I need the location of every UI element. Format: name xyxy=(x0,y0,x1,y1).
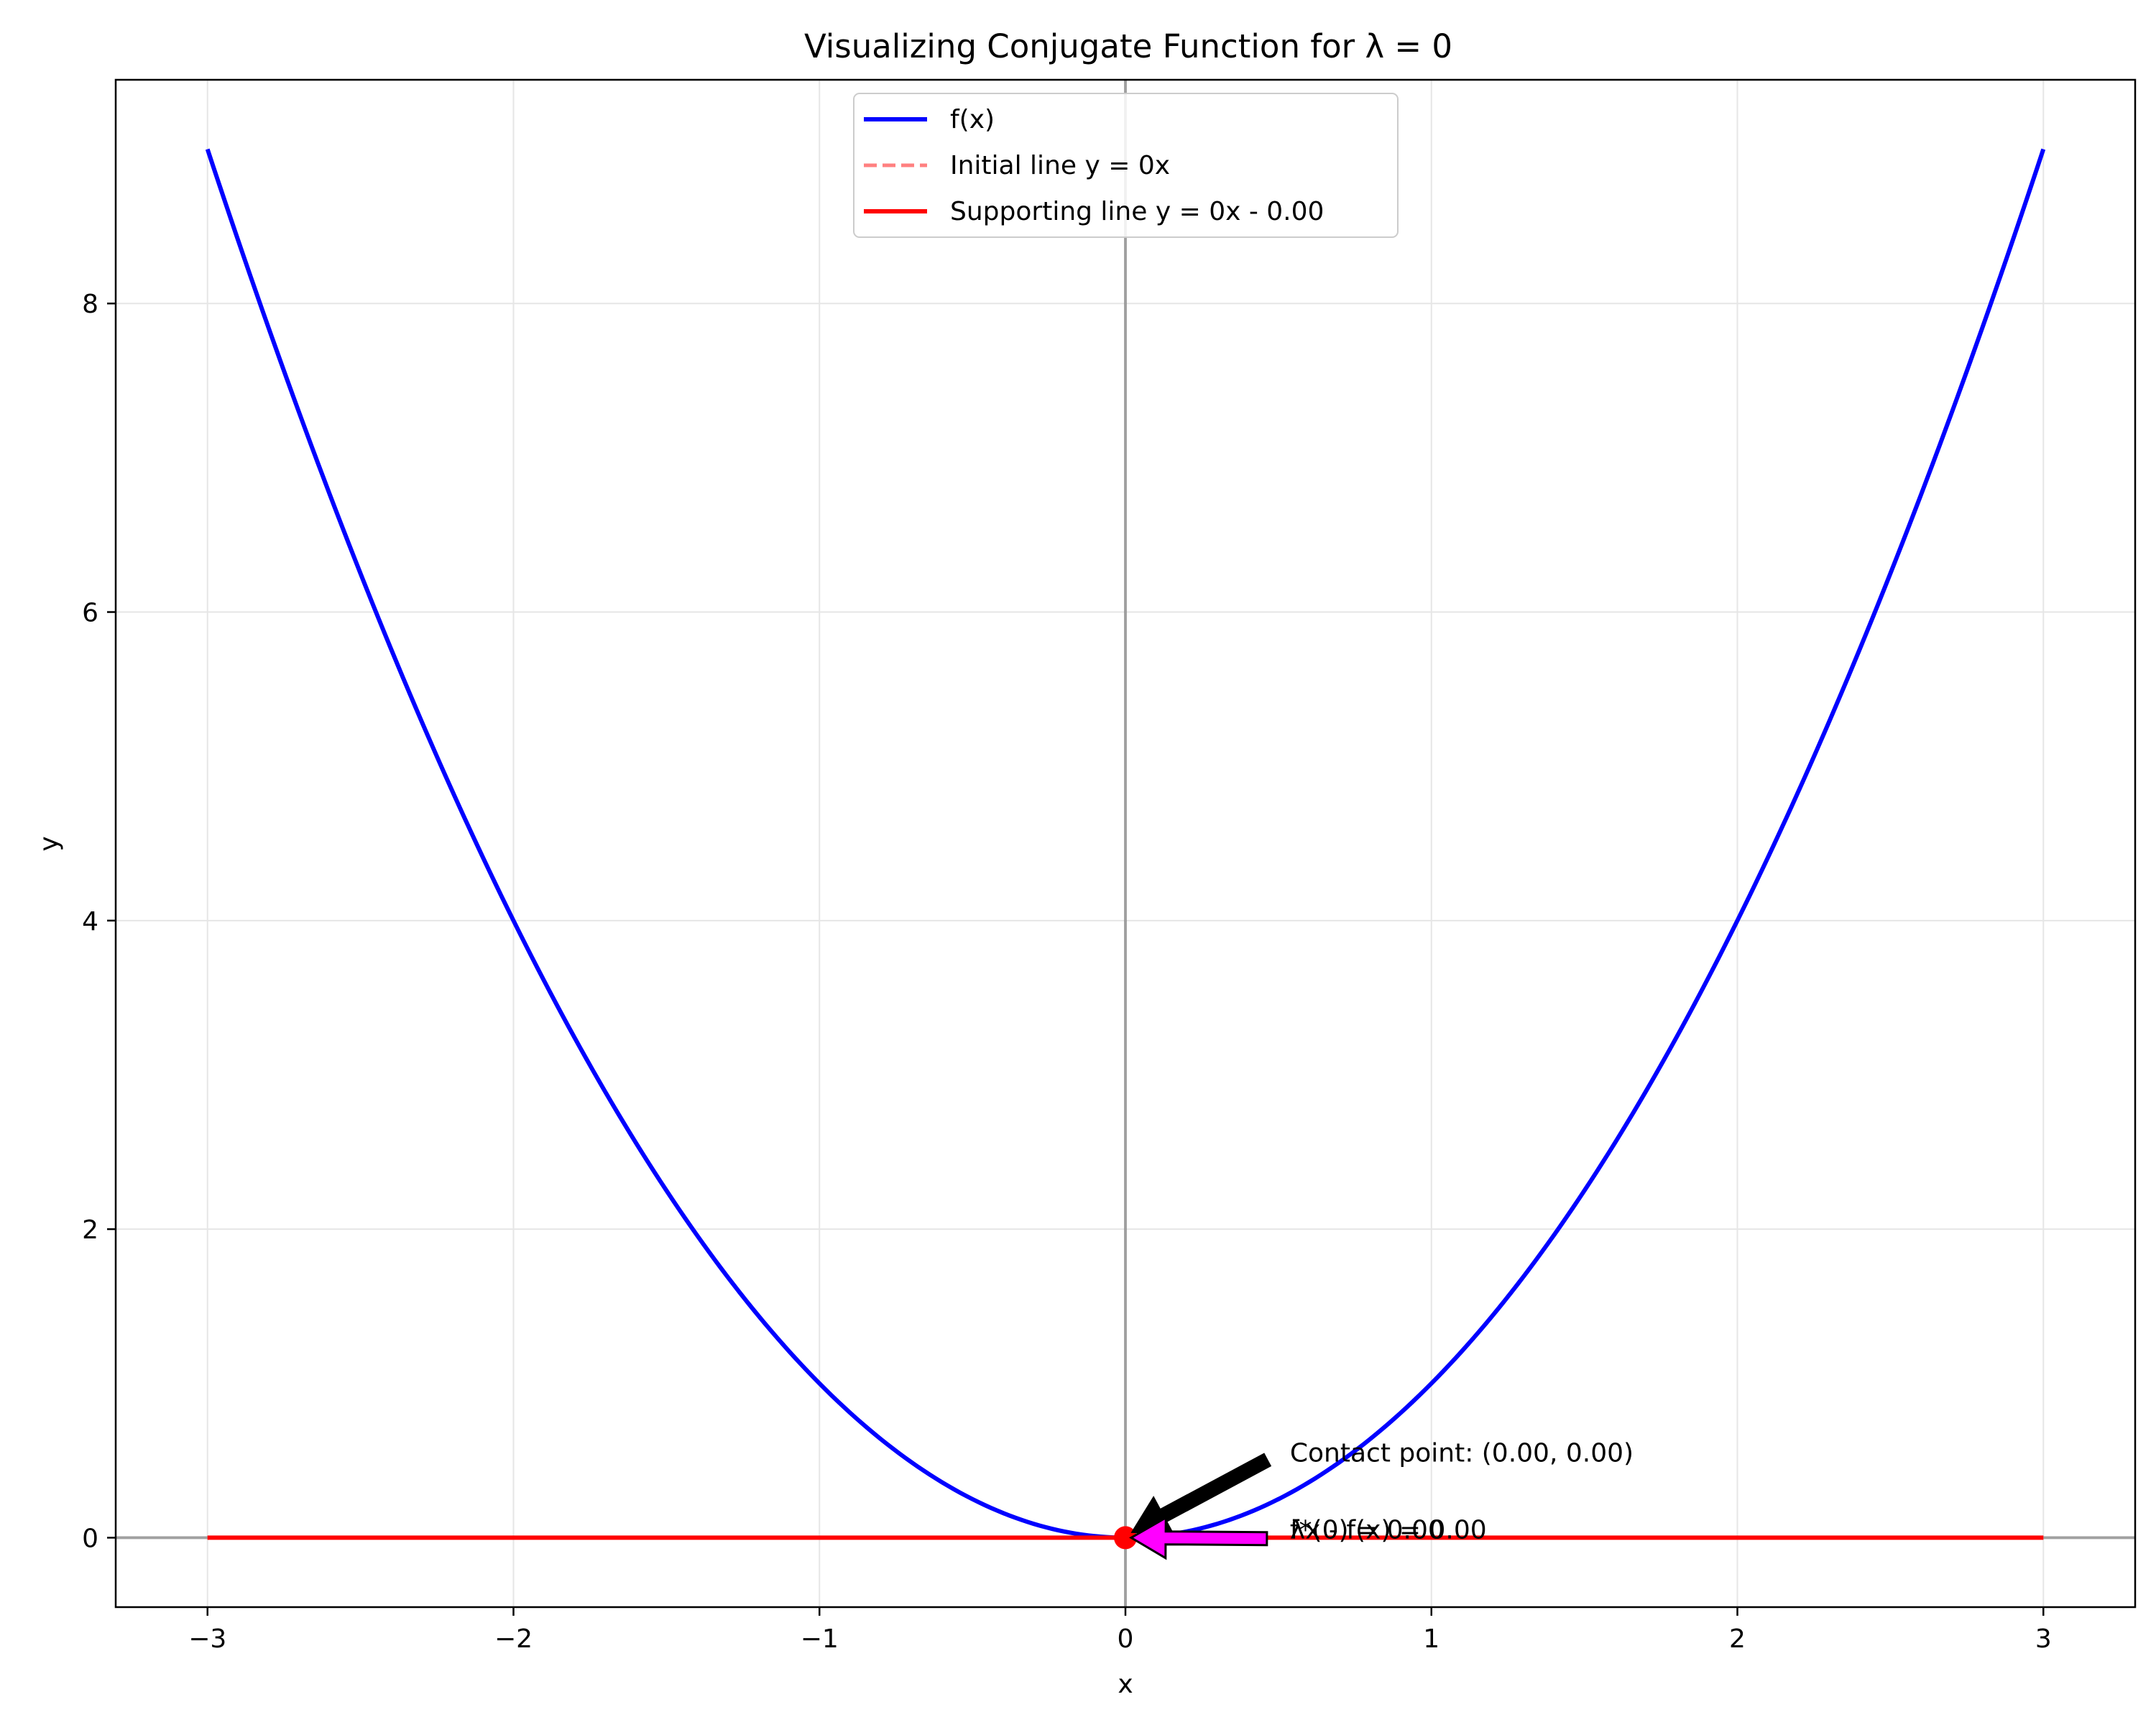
y-tick-label: 8 xyxy=(82,290,98,319)
contact-annotation-text: Contact point: (0.00, 0.00) xyxy=(1290,1438,1634,1468)
y-tick-label: 4 xyxy=(82,907,98,937)
x-tick-label: −2 xyxy=(494,1624,533,1654)
x-tick-label: 1 xyxy=(1423,1624,1439,1654)
chart-title: Visualizing Conjugate Function for λ = 0 xyxy=(804,27,1452,65)
contact-point-marker xyxy=(1114,1526,1137,1550)
x-tick-label: 3 xyxy=(2035,1624,2052,1654)
legend-label-f: f(x) xyxy=(950,105,995,134)
x-axis-label: x xyxy=(1118,1670,1133,1699)
y-axis-label: y xyxy=(34,836,64,851)
x-tick-label: −3 xyxy=(188,1624,226,1654)
conjugate-annotation-text: f*(0) = 0.00 xyxy=(1290,1516,1445,1545)
legend-label-initial: Initial line y = 0x xyxy=(950,151,1170,180)
legend-box xyxy=(853,93,1399,238)
y-axis-ticks: 0 2 4 6 8 xyxy=(82,290,116,1553)
x-tick-label: −1 xyxy=(801,1624,839,1654)
annotations-layer: Contact point: (0.00, 0.00) f*(0) = 0.00λ… xyxy=(1114,1438,1634,1560)
x-tick-label: 2 xyxy=(1729,1624,1746,1654)
value-annotation-text: λx - f(x) = 0.00 xyxy=(1290,1516,1487,1545)
x-axis-ticks: −3 −2 −1 0 1 2 3 xyxy=(188,1607,2052,1654)
conjugate-arrow xyxy=(1129,1516,1268,1560)
x-tick-label: 0 xyxy=(1118,1624,1134,1654)
legend: f(x) Initial line y = 0x Supporting line… xyxy=(853,93,1399,238)
y-tick-label: 6 xyxy=(82,599,98,628)
legend-label-supporting: Supporting line y = 0x - 0.00 xyxy=(950,197,1324,226)
y-tick-label: 2 xyxy=(82,1215,98,1245)
y-tick-label: 0 xyxy=(82,1524,98,1553)
